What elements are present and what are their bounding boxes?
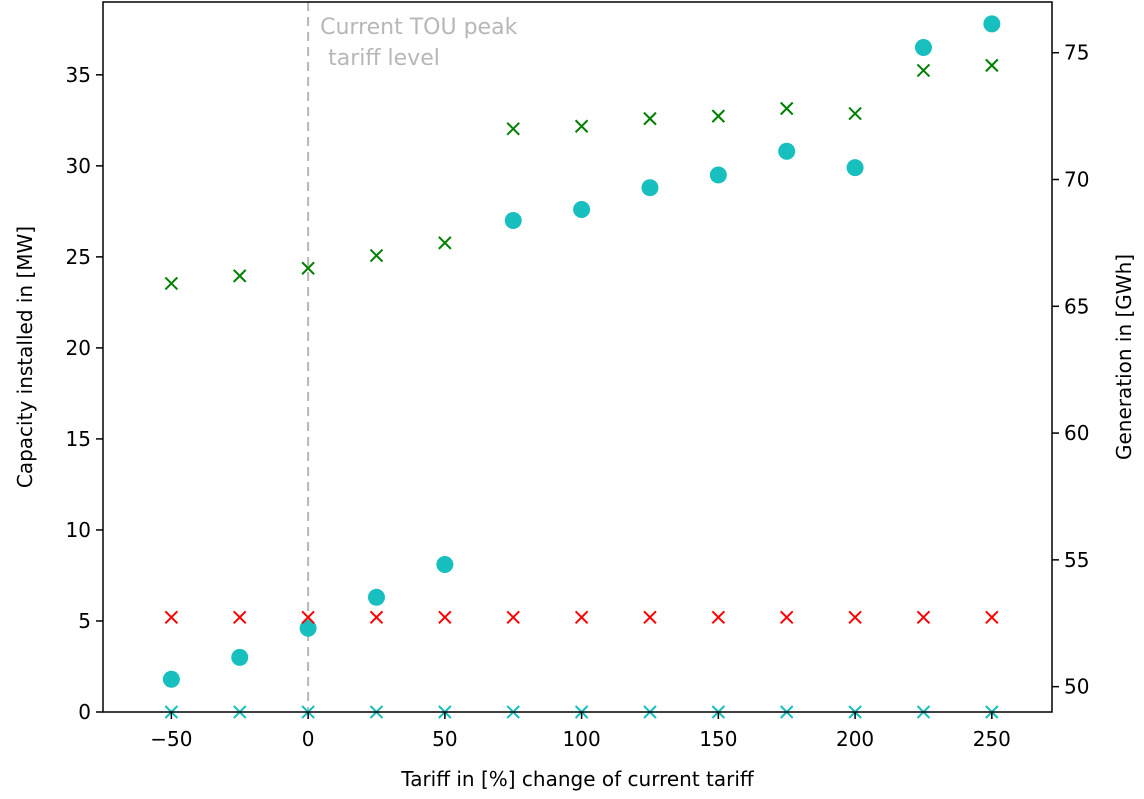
data-point xyxy=(301,610,315,625)
data-point xyxy=(506,122,520,136)
series-1 xyxy=(164,610,999,625)
y-right-tick-label: 65 xyxy=(1064,294,1089,318)
data-point xyxy=(780,610,794,625)
data-point xyxy=(231,648,249,666)
y-left-tick-label: 25 xyxy=(66,245,91,269)
data-point xyxy=(643,610,657,625)
plot-frame xyxy=(102,1,1053,713)
x-tick-label: 100 xyxy=(563,727,601,751)
data-point xyxy=(233,610,247,625)
x-tick-label: −50 xyxy=(150,727,192,751)
data-point xyxy=(369,248,384,263)
data-point xyxy=(983,15,1001,33)
data-point xyxy=(299,619,317,637)
data-point xyxy=(848,106,862,121)
data-point xyxy=(301,261,315,275)
y-axis-left: 0 5 10 15 20 25 30 35 xyxy=(66,63,103,724)
x-tick-label: 200 xyxy=(836,727,874,751)
y-left-tick-label: 5 xyxy=(78,609,91,633)
data-point xyxy=(711,610,726,625)
data-point xyxy=(164,276,179,291)
series-3 xyxy=(164,58,999,291)
data-point xyxy=(916,63,931,78)
data-point xyxy=(711,109,726,123)
y-left-tick-label: 20 xyxy=(66,336,91,360)
x-axis: −50 0 50 100 150 200 250 xyxy=(150,712,1011,751)
x-axis-label: Tariff in [%] change of current tariff xyxy=(400,767,755,791)
y-axis-right-label: Generation in [GWh] xyxy=(1112,254,1136,460)
y-axis-left-label: Capacity installed in [MW] xyxy=(13,226,37,488)
x-tick-label: 50 xyxy=(432,727,457,751)
y-right-tick-label: 50 xyxy=(1064,675,1089,699)
y-left-tick-label: 35 xyxy=(66,63,91,87)
data-point xyxy=(573,201,591,219)
data-point xyxy=(916,610,931,625)
y-right-tick-label: 75 xyxy=(1064,41,1089,65)
data-point xyxy=(780,101,794,116)
data-point xyxy=(643,111,657,126)
y-left-tick-label: 10 xyxy=(66,518,91,542)
y-left-tick-label: 30 xyxy=(66,154,91,178)
y-axis-right: 50 55 60 65 70 75 xyxy=(1052,41,1089,699)
data-point xyxy=(438,236,452,250)
data-point xyxy=(164,610,179,625)
y-left-tick-label: 15 xyxy=(66,427,91,451)
data-point xyxy=(233,269,247,283)
data-point xyxy=(369,610,384,625)
data-point xyxy=(574,119,589,133)
x-tick-label: 0 xyxy=(302,727,315,751)
data-point xyxy=(846,159,864,177)
y-left-tick-label: 0 xyxy=(78,700,91,724)
annotation-line-1: Current TOU peak xyxy=(320,15,517,40)
series-0 xyxy=(162,15,1001,688)
x-tick-label: 150 xyxy=(699,727,737,751)
y-right-tick-label: 70 xyxy=(1064,168,1089,192)
tariff-annotation: Current TOU peak tariff level xyxy=(320,15,517,71)
plot-content xyxy=(162,2,1001,719)
data-point xyxy=(162,670,180,688)
data-point xyxy=(506,610,520,625)
data-point xyxy=(438,610,452,625)
data-point xyxy=(985,610,999,625)
data-point xyxy=(574,610,589,625)
data-point xyxy=(709,166,727,184)
x-tick-label: 250 xyxy=(973,727,1011,751)
data-point xyxy=(848,610,862,625)
data-point xyxy=(985,58,999,73)
data-point xyxy=(504,211,522,229)
data-point xyxy=(367,588,385,606)
y-right-tick-label: 55 xyxy=(1064,548,1089,572)
annotation-line-2: tariff level xyxy=(328,46,440,71)
data-point xyxy=(436,556,454,574)
data-point xyxy=(778,142,796,160)
y-right-tick-label: 60 xyxy=(1064,421,1089,445)
data-point xyxy=(914,39,932,57)
data-point xyxy=(641,179,659,197)
